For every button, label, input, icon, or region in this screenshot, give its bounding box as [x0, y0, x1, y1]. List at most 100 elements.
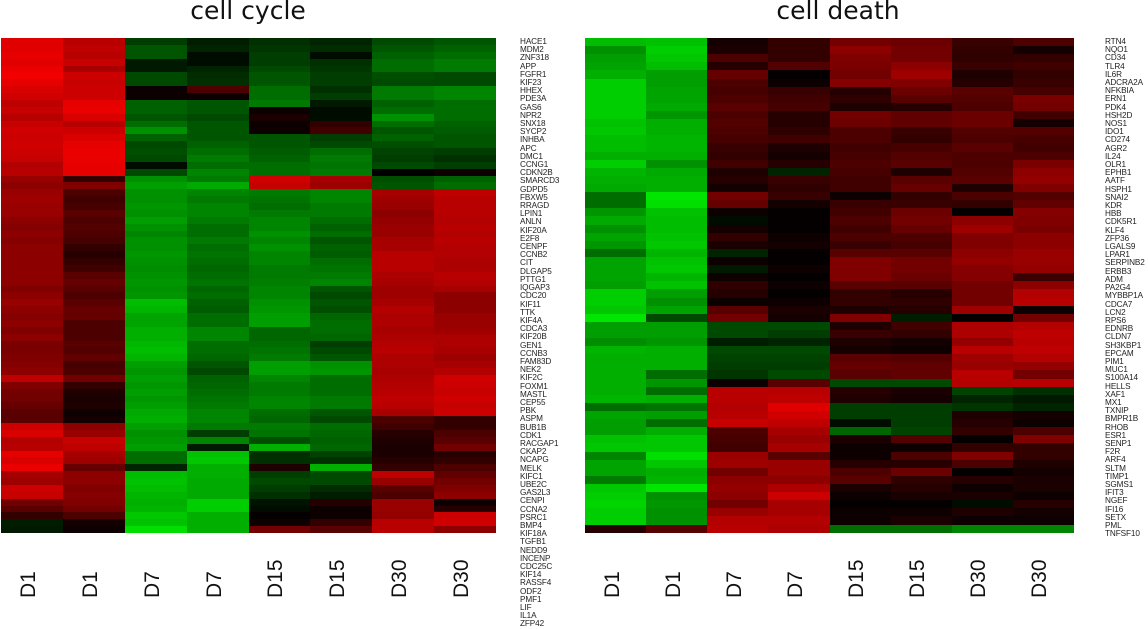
- heatmap-row: [1, 519, 496, 527]
- heatmap-cell: [585, 248, 647, 257]
- heatmap-cell: [186, 484, 249, 492]
- heatmap-row: [1, 368, 496, 375]
- heatmap-cell: [646, 183, 708, 193]
- heatmap-cell: [186, 58, 249, 66]
- heatmap-cell: [890, 256, 952, 266]
- heatmap-row: [1, 478, 496, 485]
- heatmap-cell: [585, 143, 647, 152]
- heatmap-cell: [829, 451, 891, 460]
- heatmap-cell: [646, 362, 708, 371]
- heatmap-cell: [646, 281, 708, 290]
- heatmap-cell: [1, 134, 63, 142]
- heatmap-cell: [768, 346, 830, 355]
- heatmap-cell: [248, 443, 311, 451]
- heatmap-cell: [585, 94, 647, 103]
- heatmap-cell: [707, 411, 769, 420]
- heatmap-cell: [62, 99, 125, 107]
- heatmap-cell: [248, 436, 311, 444]
- heatmap-cell: [890, 362, 952, 371]
- heatmap-cell: [62, 65, 125, 73]
- heatmap-cell: [829, 402, 891, 412]
- heatmap-cell: [124, 292, 187, 300]
- heatmap-cell: [585, 183, 647, 193]
- heatmap-cell: [890, 127, 952, 136]
- heatmap-cell: [585, 159, 647, 168]
- heatmap-cell: [1, 58, 63, 66]
- heatmap-cell: [62, 313, 125, 320]
- heatmap-cell: [248, 168, 311, 176]
- heatmap-cell: [186, 526, 249, 533]
- heatmap-row: [585, 216, 1074, 225]
- heatmap-cell: [768, 524, 830, 533]
- heatmap-cell: [186, 498, 249, 506]
- heatmap-cell: [62, 264, 125, 272]
- heatmap-cell: [951, 459, 1013, 468]
- gene-label: NQO1: [1105, 45, 1128, 55]
- gene-label: BMPR1B: [1105, 414, 1139, 424]
- heatmap-cell: [372, 436, 435, 444]
- heatmap-cell: [248, 86, 311, 93]
- heatmap-cell: [707, 273, 769, 282]
- heatmap-cell: [768, 135, 830, 144]
- heatmap-cell: [768, 338, 830, 347]
- heatmap-row: [585, 232, 1074, 241]
- heatmap-cell: [829, 151, 891, 160]
- heatmap-cell: [829, 443, 891, 452]
- heatmap-row: [585, 208, 1074, 217]
- heatmap-cell: [951, 119, 1013, 128]
- heatmap-cell: [1, 450, 63, 458]
- heatmap-cell: [62, 292, 125, 300]
- heatmap-cell: [434, 354, 496, 362]
- heatmap-cell: [585, 46, 647, 55]
- heatmap-cell: [310, 86, 373, 93]
- heatmap-row: [585, 119, 1074, 128]
- heatmap-cell: [890, 119, 952, 128]
- gene-label: ZNF318: [520, 53, 549, 63]
- heatmap-cell: [186, 361, 249, 368]
- heatmap-cell: [646, 70, 708, 79]
- heatmap-cell: [585, 224, 647, 233]
- heatmap-cell: [646, 500, 708, 509]
- gene-label: AATF: [1105, 176, 1125, 186]
- heatmap-cell: [124, 429, 187, 437]
- heatmap-cell: [646, 54, 708, 63]
- heatmap-cell: [124, 93, 187, 100]
- heatmap-cell: [829, 265, 891, 274]
- heatmap-cell: [62, 209, 125, 217]
- heatmap-cell: [951, 419, 1013, 428]
- heatmap-cell: [434, 450, 496, 458]
- heatmap-cell: [124, 478, 187, 485]
- heatmap-cell: [646, 475, 708, 485]
- heatmap-cell: [951, 232, 1013, 241]
- heatmap-cell: [951, 281, 1013, 290]
- heatmap-cell: [1012, 475, 1074, 485]
- heatmap-cell: [372, 38, 435, 45]
- heatmap-cell: [1012, 289, 1074, 298]
- heatmap-cell: [768, 289, 830, 298]
- heatmap-cell: [707, 378, 769, 387]
- heatmap-cell: [890, 484, 952, 493]
- heatmap-cell: [1, 333, 63, 341]
- heatmap-row: [585, 289, 1074, 298]
- heatmap-cell: [372, 484, 435, 492]
- gene-label: KIF18A: [520, 529, 547, 539]
- heatmap-row: [585, 240, 1074, 249]
- heatmap-cell: [768, 38, 830, 47]
- heatmap-cell: [585, 427, 647, 436]
- heatmap-cell: [829, 524, 891, 533]
- heatmap-cell: [62, 491, 125, 499]
- heatmap-cell: [890, 354, 952, 363]
- heatmap-cell: [1012, 500, 1074, 509]
- heatmap-cell: [951, 192, 1013, 201]
- heatmap-cell: [1, 127, 63, 135]
- heatmap-cell: [1, 491, 63, 499]
- heatmap-cell: [62, 285, 125, 293]
- heatmap-cell: [1, 271, 63, 279]
- heatmap-cell: [1, 264, 63, 272]
- heatmap-cell: [62, 423, 125, 430]
- heatmap-cell: [124, 347, 187, 355]
- heatmap-cell: [890, 216, 952, 225]
- heatmap-cell: [434, 395, 496, 403]
- heatmap-cell: [248, 113, 311, 121]
- gene-label: PSRC1: [520, 512, 547, 522]
